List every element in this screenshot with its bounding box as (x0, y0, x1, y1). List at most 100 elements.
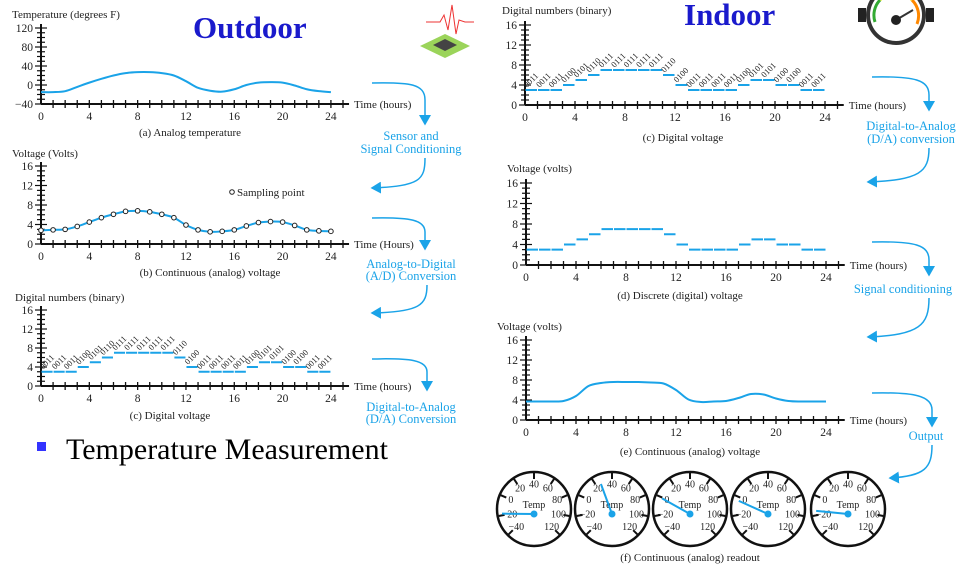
chart-caption: (a) Analog temperature (139, 127, 241, 139)
y-axis-title: Voltage (Volts) (12, 148, 78, 160)
gauge-tick (877, 513, 884, 518)
series-line (40, 71, 331, 94)
gauge-scale-label: 60 (699, 484, 709, 495)
flow-label-signal-conditioning: Signal conditioning (854, 282, 953, 296)
gauge-face (729, 470, 807, 548)
flow-arrows-right (866, 76, 938, 484)
gauge-scale-label: −20 (736, 509, 752, 520)
gauge-scale-label: 20 (515, 484, 525, 495)
gauge-center-label: Temp (601, 500, 624, 511)
y-tick-label: 0 (27, 239, 33, 251)
gauge-scale-label: 40 (763, 480, 773, 491)
gauge-tick (591, 478, 597, 485)
gauge-tick (500, 494, 507, 499)
flow-label-sensor: Sensor and Signal Conditioning (360, 129, 462, 156)
gauge-tick (812, 513, 819, 518)
x-tick-label: 16 (229, 111, 241, 123)
gauge-tick (814, 494, 821, 499)
gauge-center-label: Temp (679, 500, 702, 511)
chart-a: Temperature (degrees F) Time (hours) (a) A… (12, 9, 412, 139)
gauge-scale-label: −40 (587, 522, 603, 533)
x-tick-label: 4 (86, 111, 92, 123)
y-tick-label: −40 (15, 99, 33, 111)
gauge-tick (663, 529, 670, 536)
gauge-scale-label: 20 (593, 484, 603, 495)
gauge-scale-label: −20 (502, 509, 518, 520)
y-tick-label: 16 (507, 178, 519, 190)
y-tick-label: 12 (22, 181, 34, 193)
gauge-tick (827, 478, 833, 485)
gauge-scale-label: 120 (858, 522, 873, 533)
x-tick-label: 24 (819, 112, 831, 124)
sampling-point (38, 227, 44, 234)
flow-label-dac-right: Digital-to-Analog (D/A) conversion (866, 119, 956, 146)
gauge-tick (788, 529, 795, 536)
chart-caption: (b) Continuous (analog) voltage (140, 267, 281, 279)
gauge-tick (783, 478, 789, 485)
gauge-scale-label: 60 (543, 484, 553, 495)
x-tick-label: 16 (720, 272, 732, 284)
y-tick-label: 8 (512, 375, 518, 387)
chart-c_left: Digital numbers (binary) Time (hours) (c) … (15, 292, 412, 422)
sampling-point (316, 228, 322, 234)
gauge-scale-label: 120 (700, 522, 715, 533)
gauge-hub (686, 510, 694, 518)
gauge-face (651, 470, 729, 548)
gauge-scale-label: 100 (707, 509, 722, 520)
x-tick-label: 4 (573, 427, 579, 439)
gauge-tick (669, 478, 675, 485)
gauge-center-label: Temp (757, 500, 780, 511)
y-tick-label: 4 (27, 362, 33, 374)
chart-e: Voltage (volts) Time (hours) (e) Continuou… (497, 321, 907, 458)
chart-caption: (c) Digital voltage (130, 410, 211, 422)
sampling-point (110, 211, 117, 218)
flow-label-dac-left-line2: (D/A) Conversion (366, 412, 457, 426)
x-tick-label: 8 (135, 393, 141, 405)
gauge-scale-label: 80 (552, 495, 562, 506)
gauge-scale-label: 100 (629, 509, 644, 520)
x-axis-title: Time (Hours) (354, 239, 414, 251)
x-tick-label: 4 (86, 251, 92, 263)
y-tick-label: 4 (511, 80, 517, 92)
gauge-scale-label: 40 (607, 480, 617, 491)
y-tick-label: 8 (27, 343, 33, 355)
y-tick-label: 12 (22, 324, 34, 336)
outdoor-title: Outdoor (193, 10, 307, 45)
y-tick-label: 12 (507, 355, 519, 367)
gauge-needle (661, 497, 691, 515)
y-tick-label: 0 (512, 415, 518, 427)
gauge-center-label: Temp (837, 500, 860, 511)
sampling-point (207, 229, 213, 235)
x-tick-label: 20 (770, 272, 782, 284)
sampling-point (62, 226, 68, 233)
gauge-scale-label: 60 (777, 484, 787, 495)
gauge-tick (561, 494, 568, 499)
gauge-face (495, 470, 573, 548)
x-tick-label: 12 (670, 427, 682, 439)
gauge-tick (868, 529, 875, 536)
gauge-tick (797, 513, 804, 518)
gauge-scale-label: 80 (630, 495, 640, 506)
gauge-scale-label: −20 (580, 509, 596, 520)
gauge-scale-label: 100 (785, 509, 800, 520)
x-tick-label: 0 (523, 272, 529, 284)
x-axis-title: Time (hours) (850, 260, 908, 272)
y-axis-title: Voltage (volts) (497, 321, 562, 333)
gauge-face (573, 470, 651, 548)
gauge-face (809, 470, 887, 548)
gauge-hub (608, 510, 616, 518)
x-tick-label: 24 (325, 251, 337, 263)
gauge-tick (549, 478, 555, 485)
gauge-needle (816, 509, 849, 515)
gauge-tick (734, 494, 741, 499)
gauge-scale-label: 120 (778, 522, 793, 533)
gauge-tick (639, 494, 646, 499)
sampling-point (328, 228, 334, 235)
flow-label-sensor-line2: Signal Conditioning (360, 142, 462, 156)
chart-d: Voltage (volts) Time (hours) (d) Discrete … (507, 163, 908, 302)
y-tick-label: 12 (507, 199, 519, 211)
x-tick-label: 0 (38, 111, 44, 123)
chart-caption: (e) Continuous (analog) voltage (620, 446, 760, 458)
